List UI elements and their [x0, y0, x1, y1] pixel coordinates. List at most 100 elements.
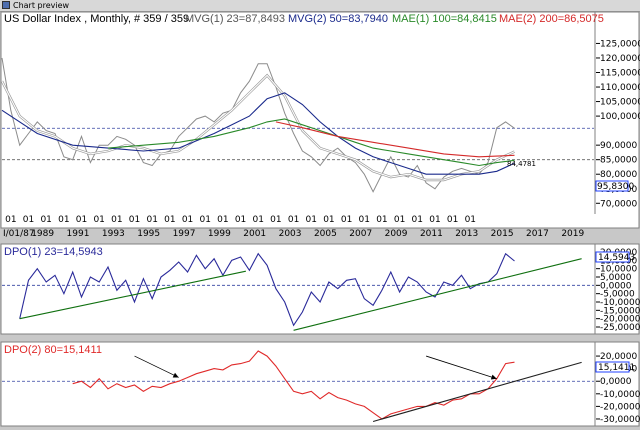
y-tick-label: -10,0000	[600, 390, 640, 400]
x-top-label: 01	[182, 215, 193, 225]
x-bottom-label: 1997	[173, 229, 196, 239]
mvg1-line	[1, 74, 515, 181]
trendline	[19, 270, 246, 320]
x-top-label: 01	[129, 215, 140, 225]
y-tick-label: -20,0000	[600, 315, 640, 325]
x-bottom-label: 2005	[314, 229, 337, 239]
y-tick-label: -5,0000	[600, 290, 635, 300]
x-bottom-label: 1999	[208, 229, 231, 239]
x-top-label: 01	[359, 215, 370, 225]
mvg1-header: MVG(1) 23=87,8493	[185, 13, 285, 25]
x-top-label: 01	[23, 215, 34, 225]
x-top-label: 01	[5, 215, 16, 225]
x-bottom-label: 2001	[243, 229, 266, 239]
price-gridlines	[2, 127, 594, 161]
mvg2-header: MVG(2) 50=83,7940	[288, 13, 388, 25]
mvg2-line	[1, 92, 515, 175]
x-top-label: 01	[146, 215, 157, 225]
x-axis-top-labels: 01 01 01 01 01 01 01 01 01 01 01 01 01 01 01 01 01 01 01 01…	[5, 215, 476, 225]
y-tick-label: 0,0000	[600, 377, 632, 387]
x-bottom-label: 2015	[491, 229, 514, 239]
x-bottom-label: 2011	[420, 229, 443, 239]
x-bottom-label: I/01/87	[3, 229, 35, 239]
y-tick-label: 5,0000	[600, 273, 632, 283]
x-bottom-label: 2007	[349, 229, 372, 239]
y-tick-label: 110,0000	[600, 83, 640, 93]
x-bottom-label: 1991	[67, 229, 90, 239]
y-tick-label: 10,0000	[600, 265, 637, 275]
mae-value-label: 84,4781	[507, 160, 536, 168]
x-bottom-label: 1993	[102, 229, 125, 239]
dpo2-series	[72, 350, 582, 423]
y-tick-label: 100,0000	[600, 112, 640, 122]
x-top-label: 01	[323, 215, 334, 225]
price-value-box	[595, 180, 629, 192]
y-tick-label: -30,0000	[600, 415, 640, 425]
y-tick-label: 85,0000	[600, 156, 637, 166]
x-bottom-label: 1989	[31, 229, 54, 239]
x-top-label: 01	[341, 215, 352, 225]
x-top-label: 01	[76, 215, 87, 225]
y-tick-label: 80,0000	[600, 170, 637, 180]
dpo2-panel: DPO(2) 80=15,1411 20,000010,00000,0000-1…	[0, 341, 640, 427]
x-top-label: 01	[306, 215, 317, 225]
x-bottom-label: 2003	[279, 229, 302, 239]
y-tick-label: 105,0000	[600, 98, 640, 108]
x-top-label: 01	[394, 215, 405, 225]
price-header-title: US Dollar Index , Monthly, # 359 / 359	[4, 13, 189, 25]
y-tick-label: 120,0000	[600, 54, 640, 64]
dpo1-panel-frame	[0, 243, 640, 335]
x-top-label: 01	[40, 215, 51, 225]
y-tick-label: -15,0000	[600, 306, 640, 316]
x-bottom-label: 2019	[561, 229, 584, 239]
x-bottom-label: 2013	[455, 229, 478, 239]
annotation-arrow	[134, 355, 179, 378]
x-bottom-label: 2009	[385, 229, 408, 239]
dpo1-series	[19, 252, 582, 331]
y-tick-label: -20,0000	[600, 402, 640, 412]
mae2-header: MAE(2) 200=86,5075	[499, 13, 604, 25]
annotation-arrowhead	[172, 372, 179, 378]
x-top-label: 01	[217, 215, 228, 225]
x-bottom-label: 2017	[526, 229, 549, 239]
price-value-label: 95,8300	[597, 182, 634, 192]
x-top-label: 01	[412, 215, 423, 225]
y-tick-label: 90,0000	[600, 141, 637, 151]
app-icon	[2, 1, 10, 9]
x-top-label: 01	[376, 215, 387, 225]
x-top-label: 01	[447, 215, 458, 225]
y-tick-label: -10,0000	[600, 298, 640, 308]
x-top-label: 01	[111, 215, 122, 225]
mae2-line	[275, 121, 515, 158]
x-top-label: 01	[270, 215, 281, 225]
x-top-label: 01	[235, 215, 246, 225]
dpo1-header: DPO(1) 23=14,5943	[4, 246, 103, 258]
annotation-arrowhead	[490, 374, 497, 380]
dpo1-value-box	[595, 251, 630, 263]
x-top-label: 01	[93, 215, 104, 225]
dpo2-value-label: 15,1411	[598, 363, 635, 373]
window-title: Chart preview	[13, 1, 70, 10]
mae1-line	[107, 118, 515, 167]
trendline	[293, 258, 582, 331]
x-top-label: 01	[288, 215, 299, 225]
dpo1-value-label: 14,5943	[598, 253, 635, 263]
dpo2-line	[72, 350, 515, 420]
x-top-label: 01	[199, 215, 210, 225]
x-top-label: 01	[429, 215, 440, 225]
mae1-header: MAE(1) 100=84,8415	[392, 13, 497, 25]
price-series	[0, 57, 515, 193]
dpo2-header: DPO(2) 80=15,1411	[4, 344, 102, 356]
x-top-label: 01	[253, 215, 264, 225]
price-panel-frame	[0, 11, 640, 229]
y-tick-label: 0,0000	[600, 281, 632, 291]
x-top-label: 01	[465, 215, 476, 225]
annotation-arrow	[425, 355, 497, 380]
trendline	[372, 361, 582, 423]
y-tick-label: -25,0000	[600, 323, 640, 333]
dpo2-panel-frame	[0, 341, 640, 427]
y-tick-label: 20,0000	[600, 352, 637, 362]
